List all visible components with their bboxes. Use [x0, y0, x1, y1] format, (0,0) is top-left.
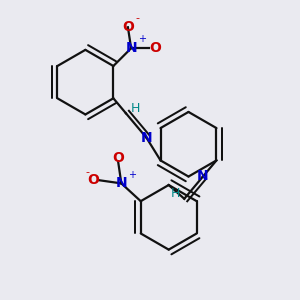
Text: N: N — [116, 176, 127, 190]
Text: -: - — [85, 167, 89, 177]
Text: N: N — [141, 131, 152, 145]
Text: N: N — [125, 41, 137, 55]
Text: O: O — [122, 20, 134, 34]
Text: O: O — [112, 151, 124, 165]
Text: +: + — [138, 34, 146, 44]
Text: O: O — [149, 41, 161, 55]
Text: +: + — [128, 170, 136, 180]
Text: H: H — [170, 188, 180, 200]
Text: H: H — [131, 102, 140, 115]
Text: N: N — [197, 169, 209, 184]
Text: O: O — [87, 173, 99, 187]
Text: -: - — [135, 14, 139, 23]
